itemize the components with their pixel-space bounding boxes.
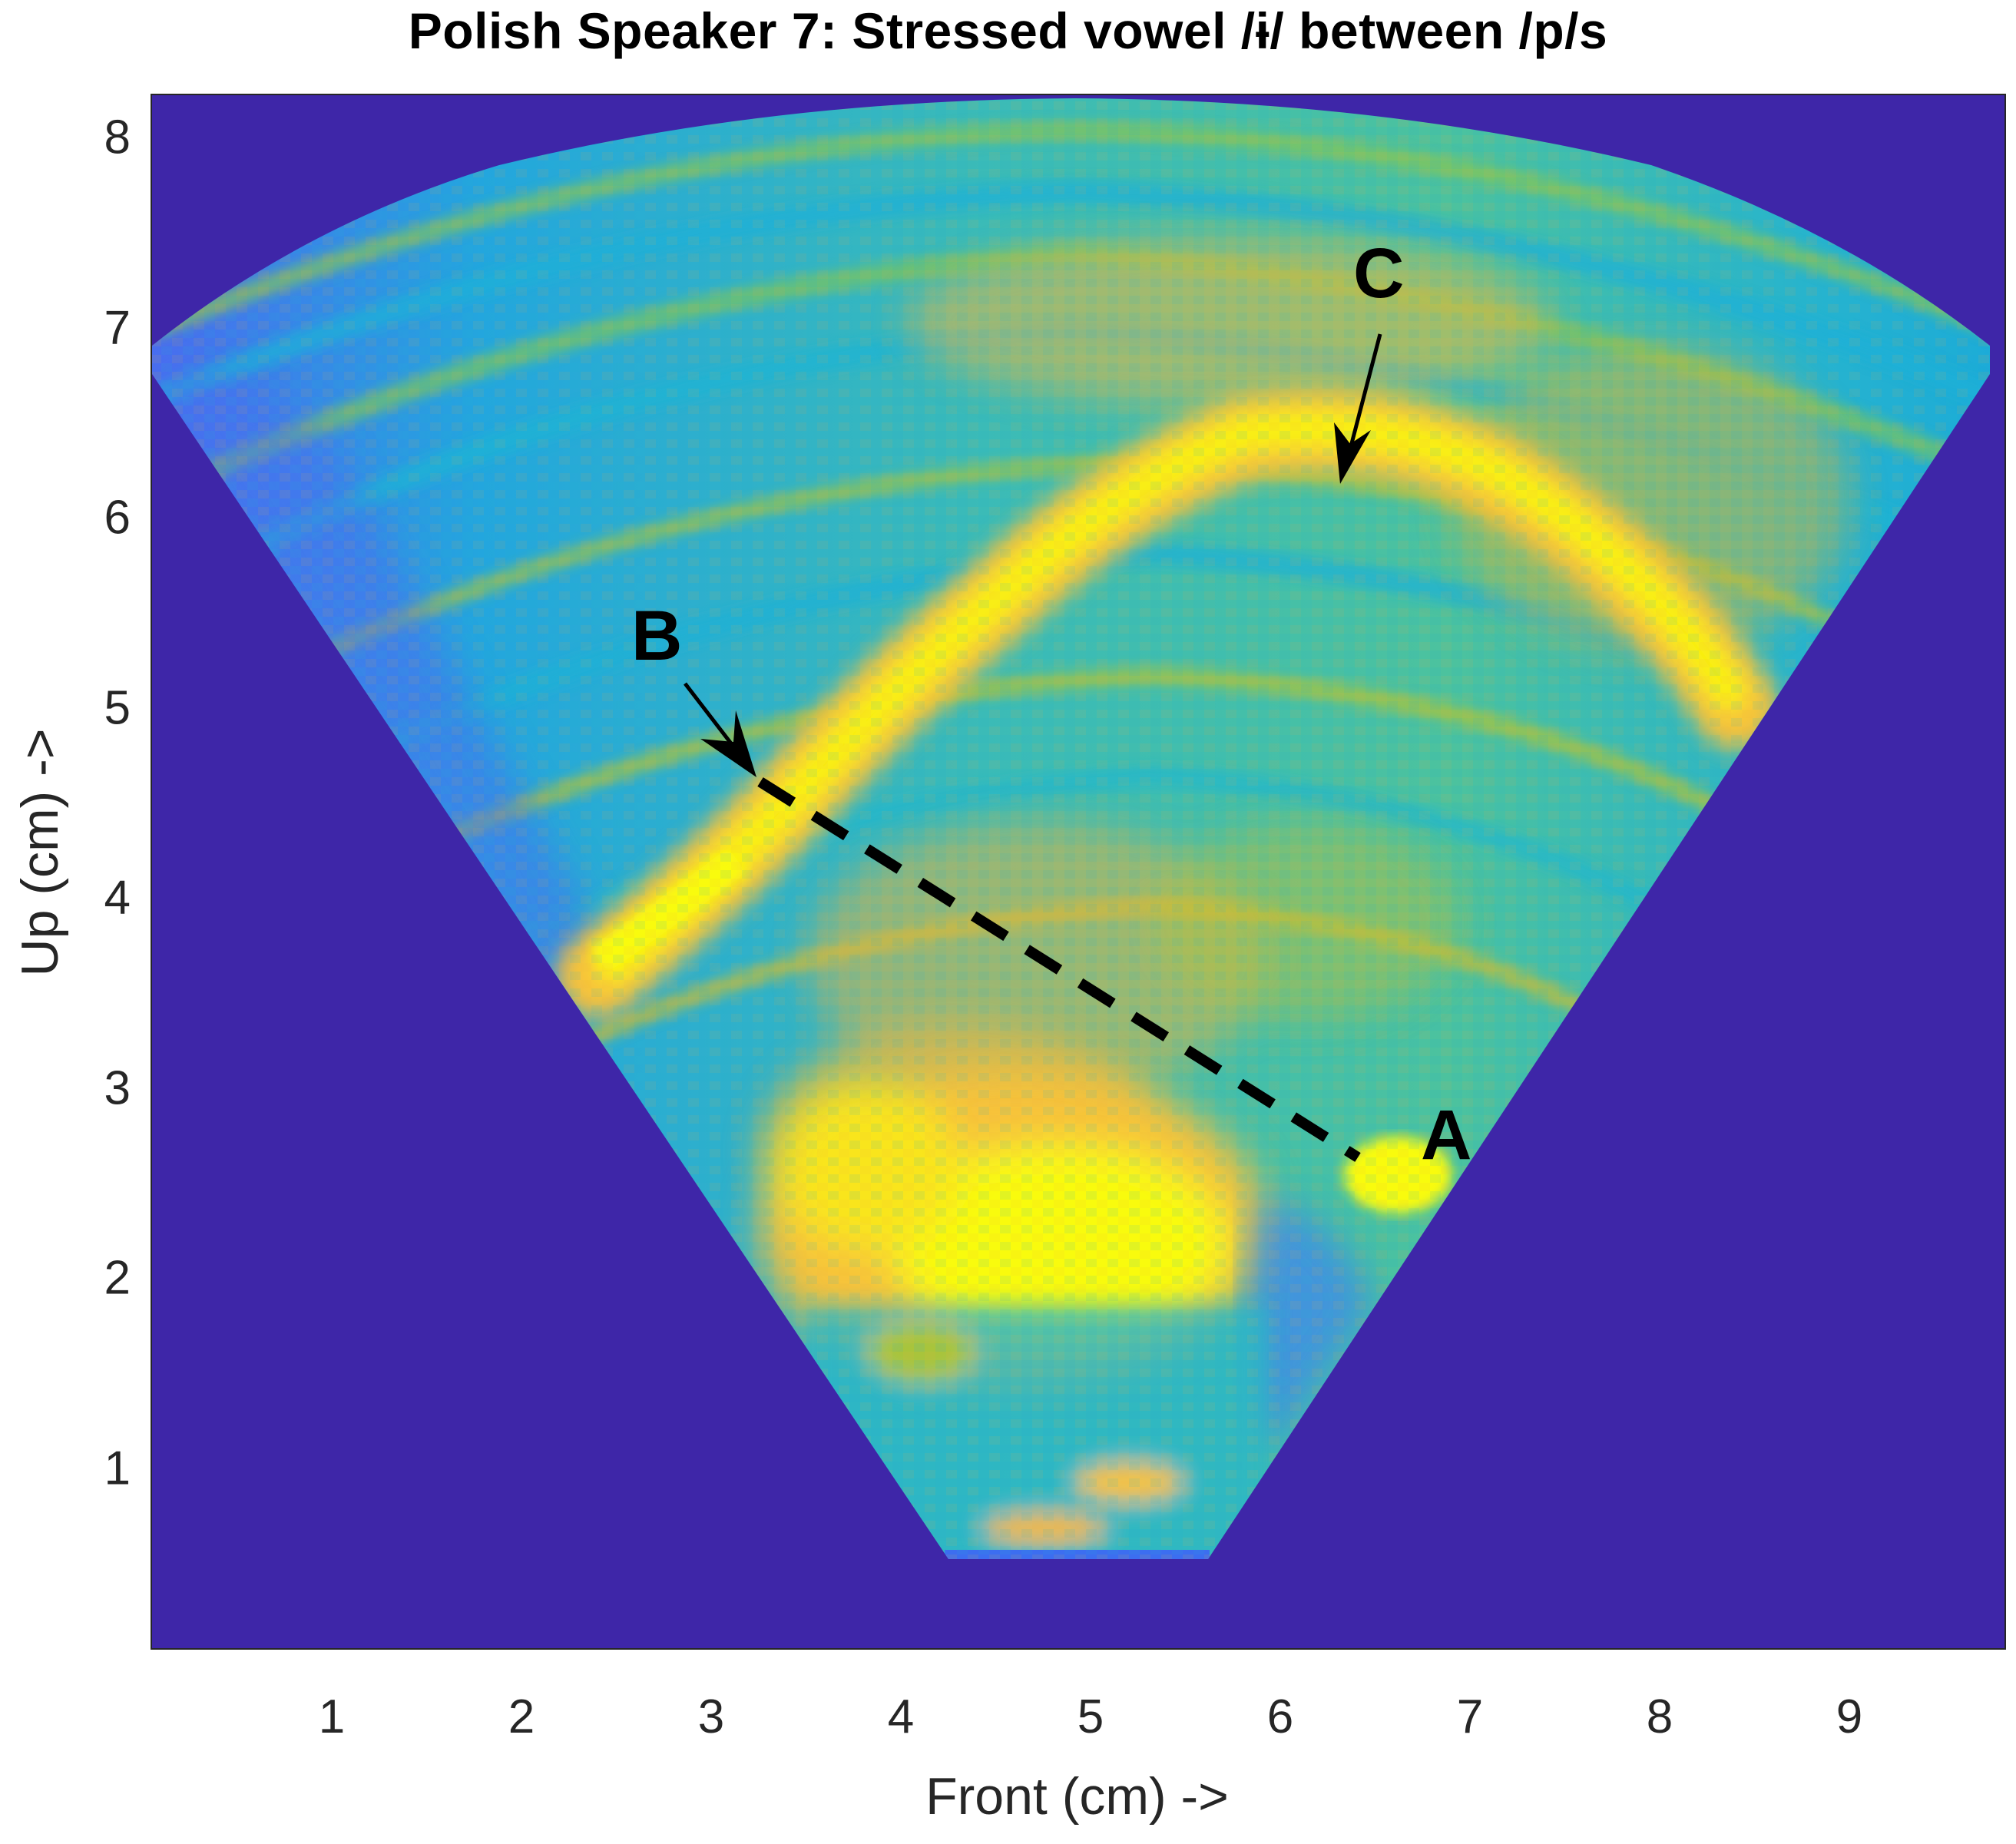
x-tick-4: 4 bbox=[887, 1690, 915, 1743]
y-tick-7: 7 bbox=[104, 301, 131, 355]
dashed-line-b-to-a bbox=[757, 777, 1361, 1162]
annotation-c: C bbox=[1353, 234, 1405, 313]
y-tick-5: 5 bbox=[104, 681, 131, 735]
x-tick-7: 7 bbox=[1456, 1690, 1484, 1743]
chart-title: Polish Speaker 7: Stressed vowel /ɨ/ bet… bbox=[408, 2, 1608, 59]
x-tick-1: 1 bbox=[318, 1690, 346, 1743]
annotation-b: B bbox=[631, 597, 683, 675]
x-tick-9: 9 bbox=[1836, 1690, 1863, 1743]
x-tick-3: 3 bbox=[697, 1690, 725, 1743]
y-tick-4: 4 bbox=[104, 871, 131, 925]
arrow-b bbox=[684, 682, 735, 748]
arrow-b-head bbox=[700, 710, 756, 777]
x-tick-5: 5 bbox=[1077, 1690, 1104, 1743]
x-tick-8: 8 bbox=[1646, 1690, 1673, 1743]
y-tick-8: 8 bbox=[104, 111, 131, 164]
arrow-c bbox=[1348, 333, 1382, 450]
y-axis-label: Up (cm) -> bbox=[11, 728, 69, 977]
x-axis-label: Front (cm) -> bbox=[925, 1767, 1229, 1826]
arrow-c-head bbox=[1334, 422, 1371, 484]
x-tick-2: 2 bbox=[508, 1690, 535, 1743]
y-tick-2: 2 bbox=[104, 1251, 131, 1305]
y-tick-1: 1 bbox=[104, 1442, 131, 1495]
y-tick-3: 3 bbox=[104, 1061, 131, 1115]
y-tick-6: 6 bbox=[104, 491, 131, 545]
x-tick-6: 6 bbox=[1266, 1690, 1294, 1743]
annotation-a: A bbox=[1421, 1096, 1472, 1174]
